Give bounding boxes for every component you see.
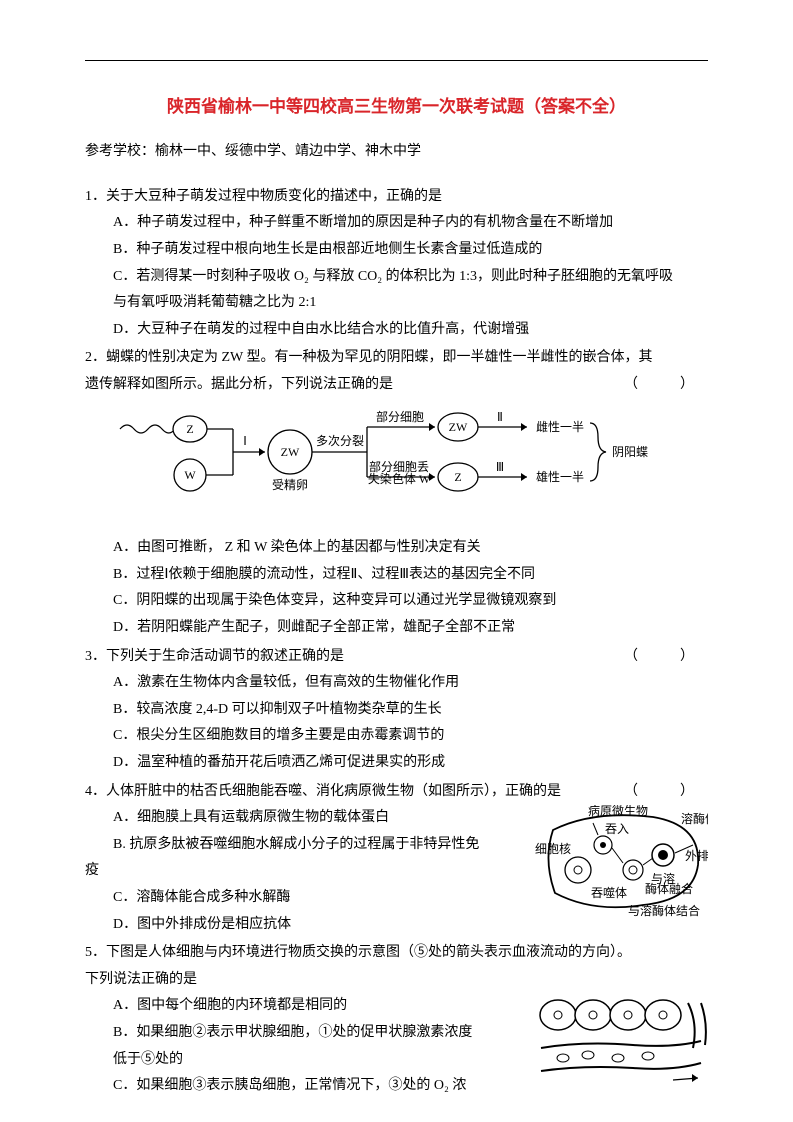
q2-stem-text: 遗传解释如图所示。据此分析，下列说法正确的是 <box>85 377 393 392</box>
label-I: Ⅰ <box>243 434 247 448</box>
q5-stem2: 下列说法正确的是 <box>85 967 708 994</box>
q2-stem-line1: 2．蝴蝶的性别决定为 ZW 型。有一种极为罕见的阴阳蝶，即一半雄性一半雌性的嵌合… <box>85 345 708 372</box>
label-male: 雄性一半 <box>536 469 584 484</box>
q5-figure <box>533 993 708 1099</box>
label-II: Ⅱ <box>497 410 503 424</box>
q4-stem: 4．人体肝脏中的枯否氏细胞能吞噬、消化病原微生物（如图所示），正确的是 （ ） <box>85 779 708 806</box>
q3-paren: （ ） <box>624 644 708 671</box>
zw-sublabel: 受精卵 <box>272 478 308 492</box>
q4-lbl2: 溶酶体 <box>681 811 708 826</box>
flow-arrowhead <box>692 1074 698 1082</box>
q4-lbl1: 病原微生物 <box>588 805 648 818</box>
label-mid: 多次分裂 <box>316 434 364 448</box>
q4-lbl9: 与溶酶体结合 <box>628 903 700 918</box>
nucleolus <box>574 866 582 874</box>
q4-figure: 病原微生物 溶酶体 细胞核 吞入 吞噬体 外排 与溶 酶体融合 与溶酶体结合 <box>533 805 708 934</box>
q4-lbl3: 细胞核 <box>535 842 571 856</box>
top-rule <box>85 60 708 61</box>
q2-optC: C．阴阳蝶的出现属于染色体变异，这种变异可以通过光学显微镜观察到 <box>85 588 708 615</box>
q2-optA: A．由图可推断， Z 和 W 染色体上的基因都与性别决定有关 <box>85 535 708 562</box>
label-female: 雌性一半 <box>536 419 584 434</box>
z-label: Z <box>186 422 193 436</box>
q4-lbl5: 吞噬体 <box>591 885 627 900</box>
q3-stem-text: 3．下列关于生命活动调节的叙述正确的是 <box>85 649 344 664</box>
w-label: W <box>184 468 196 482</box>
n4 <box>659 1011 667 1019</box>
q1-stem: 1．关于大豆种子萌发过程中物质变化的描述中，正确的是 <box>85 184 708 211</box>
cap-top <box>541 1041 701 1048</box>
label-result: 阴阳蝶 <box>612 444 648 459</box>
sperm-tail <box>120 425 175 433</box>
label-top: 部分细胞 <box>376 409 424 424</box>
question-2: 2．蝴蝶的性别决定为 ZW 型。有一种极为罕见的阴阳蝶，即一半雄性一半雌性的嵌合… <box>85 345 708 641</box>
q2-paren: （ ） <box>624 372 708 399</box>
q1-optD: D．大豆种子在萌发的过程中自由水比结合水的比值升高，代谢增强 <box>85 317 708 344</box>
label-bot2: 失染色体 W <box>368 471 431 486</box>
zw-label: ZW <box>281 445 300 459</box>
page-title: 陕西省榆林一中等四校高三生物第一次联考试题（答案不全） <box>85 91 708 123</box>
q2-stem-line2: 遗传解释如图所示。据此分析，下列说法正确的是 （ ） <box>85 372 708 399</box>
q2-optB: B．过程Ⅰ依赖于细胞膜的流动性，过程Ⅱ、过程Ⅲ表达的基因完全不同 <box>85 562 708 589</box>
q1-optA: A．种子萌发过程中，种子鲜重不断增加的原因是种子内的有机物含量在不断增加 <box>85 210 708 237</box>
rbc3 <box>612 1054 624 1062</box>
rbc4 <box>642 1052 654 1060</box>
lysosome <box>623 860 643 880</box>
q5-stem1: 5．下图是人体细胞与内环境进行物质交换的示意图（⑤处的箭头表示血液流动的方向）。 <box>85 940 708 967</box>
question-4: 4．人体肝脏中的枯否氏细胞能吞噬、消化病原微生物（如图所示），正确的是 （ ） … <box>85 779 708 939</box>
q2-svg: Z W Ⅰ ZW 受精卵 多次分裂 部分细胞 ZW <box>115 407 655 517</box>
q1-optB: B．种子萌发过程中根向地生长是由根部近地侧生长素含量过低造成的 <box>85 237 708 264</box>
rbc1 <box>557 1054 569 1062</box>
fused-dot <box>658 850 668 860</box>
phagosome-dot <box>600 842 606 848</box>
n2 <box>589 1011 597 1019</box>
z2-label: Z <box>454 470 461 484</box>
q3-stem: 3．下列关于生命活动调节的叙述正确的是 （ ） <box>85 644 708 671</box>
brace <box>590 423 606 481</box>
side2 <box>701 1003 706 1045</box>
q4-lbl4: 吞入 <box>605 822 629 836</box>
q3-optB: B．较高浓度 2,4-D 可以抑制双子叶植物类杂草的生长 <box>85 697 708 724</box>
side1 <box>688 1003 695 1048</box>
arrow-top <box>429 423 435 431</box>
label-III: Ⅲ <box>496 460 504 474</box>
rbc2 <box>582 1051 594 1059</box>
q2-optD: D．若阴阳蝶能产生配子，则雌配子全部正常，雄配子全部不正常 <box>85 615 708 642</box>
n3 <box>624 1011 632 1019</box>
q4-lbl6: 外排 <box>685 849 708 863</box>
question-1: 1．关于大豆种子萌发过程中物质变化的描述中，正确的是 A．种子萌发过程中，种子鲜… <box>85 184 708 344</box>
q1-optC-line2: 与有氧呼吸消耗葡萄糖之比为 2:1 <box>85 290 708 317</box>
subtitle: 参考学校：榆林一中、绥德中学、靖边中学、神木中学 <box>85 139 708 166</box>
q1-optC-line1: C．若测得某一时刻种子吸收 O₂ 与释放 CO₂ 的体积比为 1:3，则此时种子… <box>85 264 708 291</box>
question-3: 3．下列关于生命活动调节的叙述正确的是 （ ） A．激素在生物体内含量较低，但有… <box>85 644 708 777</box>
q4-svg: 病原微生物 溶酶体 细胞核 吞入 吞噬体 外排 与溶 酶体融合 与溶酶体结合 <box>533 805 708 923</box>
cap-bot <box>541 1063 701 1071</box>
q3-optD: D．温室种植的番茄开花后喷洒乙烯可促进果实的形成 <box>85 750 708 777</box>
zw2-label: ZW <box>449 420 468 434</box>
q4-paren: （ ） <box>624 779 708 806</box>
q4-lbl8: 酶体融合 <box>645 881 693 896</box>
arrow1 <box>259 448 265 456</box>
question-5: 5．下图是人体细胞与内环境进行物质交换的示意图（⑤处的箭头表示血液流动的方向）。… <box>85 940 708 1100</box>
q3-optC: C．根尖分生区细胞数目的增多主要是由赤霉素调节的 <box>85 723 708 750</box>
arrow-III <box>521 473 527 481</box>
n1 <box>554 1011 562 1019</box>
q2-diagram: Z W Ⅰ ZW 受精卵 多次分裂 部分细胞 ZW <box>115 407 708 528</box>
q5-svg <box>533 993 708 1088</box>
arrow-II <box>521 423 527 431</box>
q4-stem-text: 4．人体肝脏中的枯否氏细胞能吞噬、消化病原微生物（如图所示），正确的是 <box>85 784 561 799</box>
q3-optA: A．激素在生物体内含量较低，但有高效的生物催化作用 <box>85 670 708 697</box>
